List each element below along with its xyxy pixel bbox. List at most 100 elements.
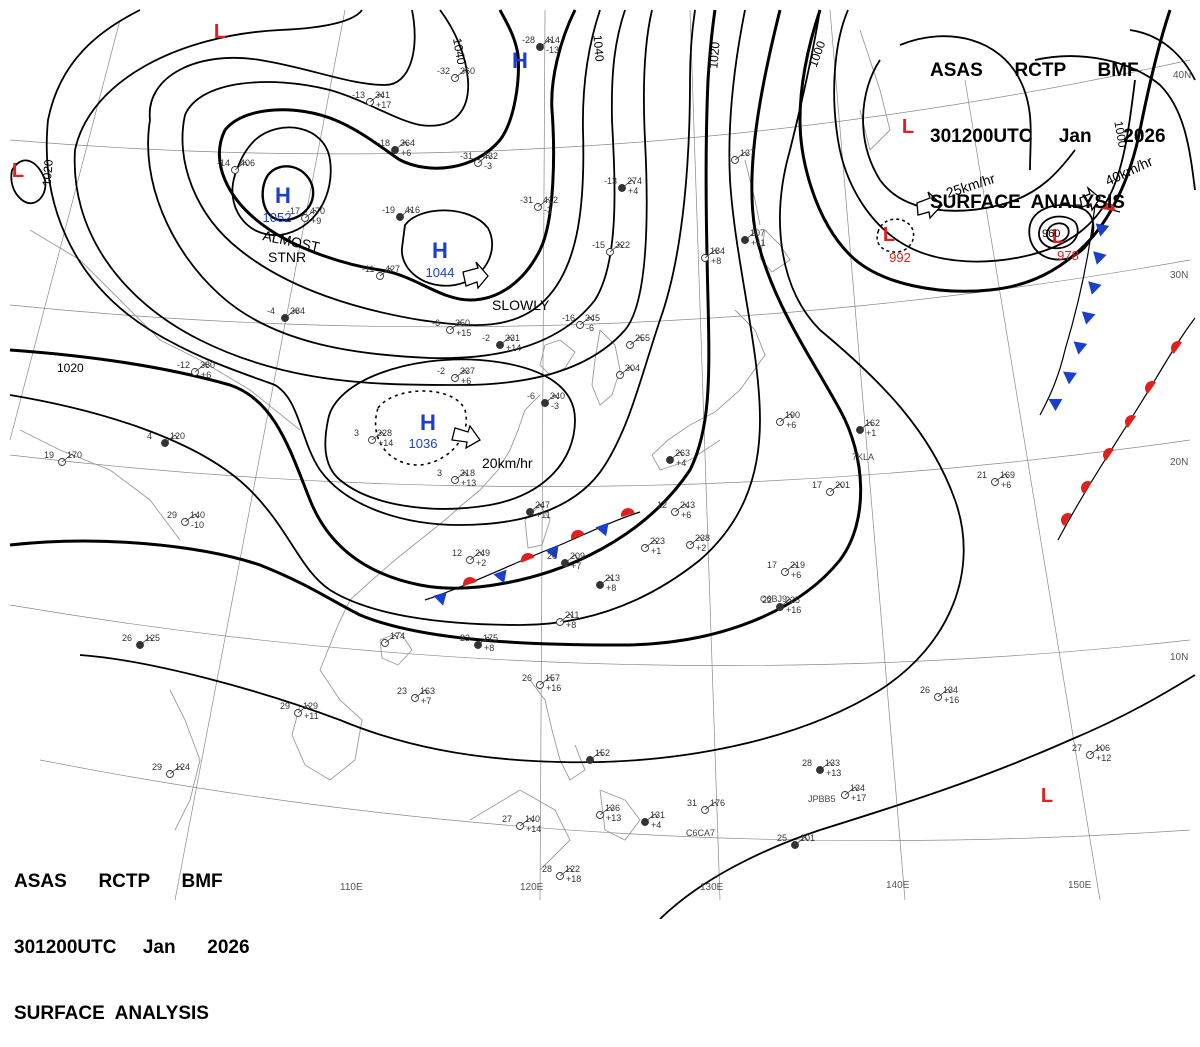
station-tendency: +7 bbox=[571, 561, 581, 571]
wind-barb bbox=[644, 813, 659, 823]
longitude-line-100e bbox=[9, 19, 121, 441]
station-pressure: 129 bbox=[303, 701, 318, 711]
station-pressure: 140 bbox=[190, 510, 205, 520]
station-plot: 341 -13 +17 bbox=[352, 90, 391, 110]
station-pressure: 416 bbox=[405, 205, 420, 215]
station-plot: 163 23 +7 bbox=[397, 686, 435, 706]
station-pressure: 170 bbox=[67, 450, 82, 460]
wind-barb bbox=[539, 676, 554, 686]
wind-barb bbox=[994, 473, 1009, 483]
isobar-992 bbox=[899, 35, 1032, 171]
station-plot: 350 -6 +15 bbox=[432, 318, 471, 338]
station-plot: 134+17 bbox=[841, 783, 866, 803]
station-plot: 107+11 bbox=[741, 228, 766, 248]
station-tendency: +12 bbox=[1096, 753, 1111, 763]
station-plot: 140 27 +14 bbox=[502, 814, 541, 834]
station-pressure: 360 bbox=[460, 66, 475, 76]
station-temperature: -19 bbox=[382, 205, 395, 215]
coast-mindanao bbox=[599, 789, 641, 841]
station-plot: 238+2 bbox=[686, 533, 710, 553]
cold-front-triangle bbox=[1081, 311, 1096, 325]
station-plot: 129 29 +11 bbox=[280, 701, 319, 721]
station-pressure: 345 bbox=[585, 313, 600, 323]
wind-barb bbox=[234, 161, 249, 171]
wind-barb bbox=[674, 503, 689, 513]
header-line-2: 301200UTC Jan 2026 bbox=[930, 126, 1166, 147]
isobar-1044-loop bbox=[401, 209, 493, 287]
isobar-1000-north bbox=[798, 9, 1172, 293]
station-plot: 106 27 +12 bbox=[1072, 743, 1111, 763]
isobar-1028 bbox=[73, 9, 653, 386]
coast-korea bbox=[591, 329, 621, 406]
latitude-label: 40N bbox=[1173, 70, 1191, 81]
wind-barb bbox=[589, 751, 604, 761]
wind-barb bbox=[734, 151, 749, 161]
station-plot: 124 29 bbox=[152, 762, 190, 778]
station-temperature: -17 bbox=[287, 206, 300, 216]
wind-barb bbox=[477, 636, 492, 646]
wind-barb bbox=[704, 801, 719, 811]
station-pressure: 238 bbox=[695, 533, 710, 543]
station-temperature: -13 bbox=[604, 176, 617, 186]
coast-hainan bbox=[379, 631, 413, 666]
station-temperature: 29 bbox=[280, 701, 290, 711]
wind-barb bbox=[564, 554, 579, 564]
coast-luzon bbox=[529, 679, 586, 781]
station-temperature: 26 bbox=[920, 685, 930, 695]
movement-label-20km: 20km/hr bbox=[482, 455, 533, 471]
warm-front-semicircle bbox=[1061, 513, 1072, 527]
station-plot: 140 29 -10 bbox=[167, 510, 205, 530]
station-temperature: -31 bbox=[460, 151, 473, 161]
wind-barb bbox=[139, 636, 154, 646]
high-center-value: 1044 bbox=[426, 265, 455, 280]
station-plot: 152 bbox=[586, 748, 610, 764]
warm-front-semicircle bbox=[1125, 415, 1137, 428]
low-center-value: 978 bbox=[1057, 248, 1079, 263]
header-bottom-left: ASAS RCTP BMF 301200UTC Jan 2026 SURFACE… bbox=[14, 827, 250, 1047]
station-plot: 380 -12 +6 bbox=[177, 360, 215, 380]
station-plot: 175 23 +8 bbox=[460, 633, 498, 653]
cold-front-triangle bbox=[1073, 341, 1088, 355]
station-pressure: 213 bbox=[605, 573, 620, 583]
warm-front-semicircle bbox=[1081, 481, 1092, 494]
station-plot: 133 28 +13 bbox=[802, 758, 841, 778]
longitude-label: 120E bbox=[520, 882, 544, 893]
station-plot: 170 19 bbox=[44, 450, 82, 466]
station-pressure: 304 bbox=[625, 363, 640, 373]
station-temperature: -6 bbox=[432, 318, 440, 328]
isobar-1032 bbox=[147, 9, 626, 360]
station-plot: 136+13 bbox=[596, 803, 621, 823]
station-tendency: +4 bbox=[651, 820, 661, 830]
station-pressure: 243 bbox=[680, 500, 695, 510]
station-pressure: 247 bbox=[535, 500, 550, 510]
isobar-1024 bbox=[45, 9, 696, 526]
station-temperature: 23 bbox=[397, 686, 407, 696]
high-center-letter: H bbox=[275, 183, 291, 208]
wind-barb bbox=[61, 453, 76, 463]
station-temperature: 26 bbox=[122, 633, 132, 643]
header-top-right: ASAS RCTP BMF 301200UTC Jan 2026 SURFACE… bbox=[930, 16, 1166, 236]
station-plot: 162+1 bbox=[856, 418, 880, 438]
station-plot: 416 -19 bbox=[382, 205, 420, 221]
header-line-3: SURFACE ANALYSIS bbox=[930, 192, 1125, 213]
station-pressure: 412 bbox=[543, 195, 558, 205]
low-center-value: 992 bbox=[889, 250, 911, 265]
cold-front-triangle bbox=[1088, 281, 1102, 295]
isobars bbox=[9, 9, 1196, 919]
station-plot: 406 -14 bbox=[217, 158, 255, 174]
station-pressure: 384 bbox=[290, 306, 305, 316]
isobar-1040 bbox=[217, 9, 577, 302]
station-pressure: 190 bbox=[785, 410, 800, 420]
low-center-letter: L bbox=[883, 224, 895, 246]
station-pressure: 249 bbox=[475, 548, 490, 558]
wind-barb bbox=[937, 688, 952, 698]
low-center-letter: L bbox=[214, 21, 226, 43]
low-center-letter: L bbox=[1052, 226, 1064, 248]
pressure-centers: H 1052 H 1044 H 1036 H L 992 L 978 L L L… bbox=[12, 21, 1079, 807]
high-center-value: 1036 bbox=[409, 436, 438, 451]
station-temperature: -14 bbox=[217, 158, 230, 168]
latitude-line-40n bbox=[9, 59, 1191, 155]
movement-arrow-slowly bbox=[462, 261, 489, 290]
coast-malay bbox=[169, 689, 201, 831]
wind-barb bbox=[559, 867, 574, 877]
